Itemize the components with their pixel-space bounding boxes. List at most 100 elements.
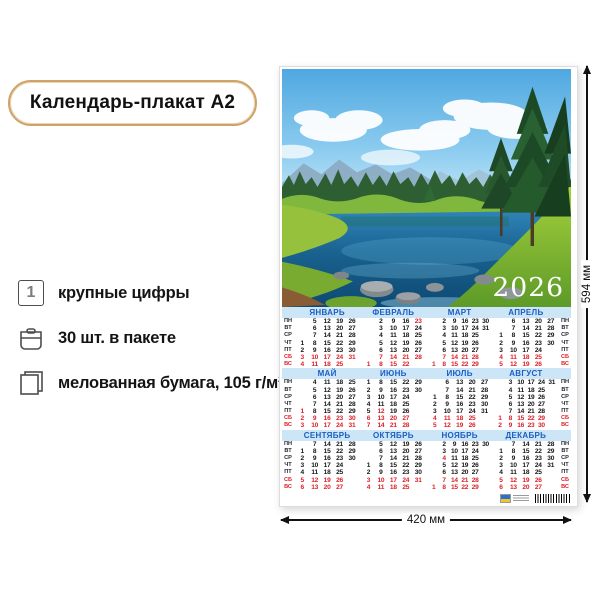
weekday-label: ПН [283,379,293,386]
month-name: СЕНТЯБРЬ [303,430,351,440]
day-cell [480,455,490,462]
day-cell: 4 [499,469,503,477]
day-cell: 8 [312,408,317,416]
day-cell: 19 [522,361,530,369]
weekday-label: СР [284,332,292,339]
day-cell: 1 [431,483,436,491]
day-cell: 6 [445,379,449,387]
day-cell [362,441,374,448]
weekday-label: ВС [561,361,569,368]
month-июль: 6 13 20 27 7 14 21 28 1 8 15 22 29 2 9 16 23 30 3 10 17 24 31 4… [427,379,493,429]
day-cell: 28 [348,440,356,448]
day-cell: 1 [300,339,304,347]
day-cell: 21 [336,400,344,408]
day-cell: 20 [389,415,397,423]
month-band: МАЙ ИЮНЬ ИЮЛЬ АВГУСТ ПН ВТ СР ЧТ ПТ СБ ВС 4 11 18 25 5 1… [282,368,571,429]
day-cell: 27 [348,393,356,401]
day-cell: 24 [471,325,479,333]
month-name: МАРТ [447,308,472,317]
day-cell: 24 [414,325,422,333]
weekday-label: ПН [283,440,293,447]
day-cell: 7 [511,440,516,448]
day-cell: 6 [499,483,503,491]
calendar-poster: 2026 ЯНВАРЬ ФЕВРАЛЬ МАРТ АПРЕЛЬ ПН ВТ СР ЧТ ПТ СБ… [279,66,578,507]
day-cell: 2 [300,346,304,354]
day-cell: 27 [537,400,545,408]
day-cell: 15 [323,408,331,416]
day-cell: 20 [336,393,344,401]
day-cell: 26 [336,476,344,484]
day-cell: 11 [377,483,385,491]
day-cell [362,354,374,361]
day-cell: 19 [402,440,410,448]
height-dimension-arrow: 594 мм [580,65,594,503]
day-cell: 1 [499,332,503,340]
day-cell [480,477,490,484]
day-cell: 13 [522,318,530,325]
day-cell: 30 [482,440,490,448]
day-cell: 12 [450,339,458,347]
day-cell: 6 [508,400,513,408]
month-band: СЕНТЯБРЬ ОКТЯБРЬ НОЯБРЬ ДЕКАБРЬ ПН ВТ СР ЧТ ПТ СБ… [282,429,571,491]
weekday-label: ВТ [284,386,292,393]
day-cell: 8 [442,483,446,491]
day-cell [478,422,490,429]
barcode [535,494,571,503]
day-cell [480,462,490,469]
day-cell [362,318,374,325]
day-cell: 19 [336,386,344,394]
weekday-label: ВТ [284,325,292,332]
day-cell [429,469,439,476]
day-cell: 20 [323,483,331,491]
day-cell: 26 [414,339,422,347]
day-cell: 25 [402,483,410,491]
day-cell: 3 [432,408,437,416]
day-cell: 24 [471,447,479,455]
day-cell: 26 [537,393,545,401]
day-cell [412,422,424,429]
day-cell: 23 [471,440,479,448]
day-cell: 21 [527,408,535,416]
day-cell: 12 [443,422,451,430]
day-cell [362,340,374,347]
day-cell: 22 [534,332,542,340]
day-cell: 6 [442,469,446,477]
day-cell: 26 [348,386,356,394]
day-cell: 13 [509,483,517,491]
day-cell: 20 [402,447,410,455]
day-cell: 10 [311,462,319,470]
day-cell: 2 [379,318,383,325]
day-cell: 19 [456,422,464,430]
day-cell: 9 [511,455,516,462]
big-digit-icon: 1 [16,278,46,308]
day-cell [296,394,308,401]
day-cell: 9 [312,455,317,462]
day-cell [480,332,490,339]
day-cell [480,484,490,491]
feature-list: 1 крупные цифры 30 шт. в пакете мелованн… [16,278,284,398]
day-cell: 5 [379,440,383,448]
day-cell: 2 [498,422,502,430]
day-cell: 30 [547,339,555,347]
day-cell: 17 [461,447,469,455]
day-cell: 27 [414,346,422,354]
day-cell: 9 [508,422,513,430]
day-cell: 8 [508,415,513,423]
day-cell: 17 [323,462,331,470]
day-cell [296,401,308,408]
day-cell: 1 [300,447,304,455]
day-cell: 25 [336,469,344,477]
day-cell [480,347,490,354]
day-cell: 6 [312,393,317,401]
day-cell: 6 [379,346,383,354]
day-cell: 22 [461,361,469,369]
day-cell: 17 [456,408,464,416]
day-cell [429,347,439,354]
day-cell: 24 [336,462,344,470]
day-cell [495,387,505,394]
day-cell: 28 [547,440,555,448]
day-cell: 7 [312,400,317,408]
weekday-label: СБ [560,476,570,483]
day-cell: 4 [300,469,304,477]
month-name: ЯНВАРЬ [309,308,345,317]
